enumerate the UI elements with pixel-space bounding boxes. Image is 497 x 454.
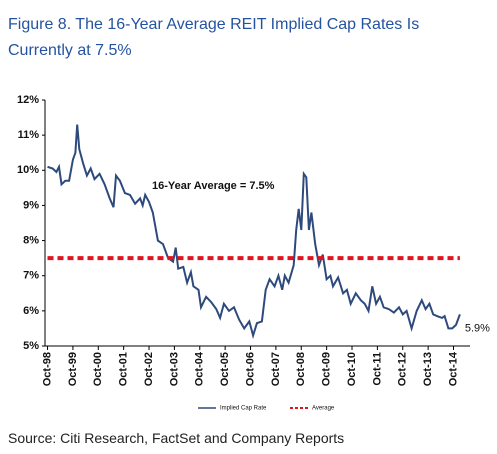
- source-note: Source: Citi Research, FactSet and Compa…: [8, 430, 345, 446]
- x-tick-label: Oct-13: [422, 352, 434, 386]
- x-tick-label: Oct-98: [41, 352, 53, 386]
- y-tick-label: 5%: [23, 340, 39, 352]
- x-tick-label: Oct-03: [168, 352, 180, 386]
- y-tick-label: 6%: [23, 305, 39, 317]
- x-tick-label: Oct-02: [143, 352, 155, 386]
- y-tick-label: 9%: [23, 199, 39, 211]
- y-tick-label: 7%: [23, 270, 39, 282]
- y-tick-label: 8%: [23, 234, 39, 246]
- series-line: [47, 124, 461, 340]
- x-tick-label: Oct-08: [295, 352, 307, 386]
- annotation: 16-Year Average = 7.5%: [152, 180, 275, 192]
- x-tick-label: Oct-11: [371, 352, 383, 386]
- y-tick-label: 12%: [17, 94, 39, 106]
- end-label: 5.9%: [465, 322, 490, 334]
- x-tick-label: Oct-01: [118, 352, 130, 386]
- x-tick-label: Oct-12: [397, 352, 409, 386]
- chart: 5% 6% 7% 8% 9% 10% 11% 12% Oct-98 Oct-99 Oct-00 Oct…: [17, 94, 490, 412]
- x-tick-label: Oct-07: [270, 352, 282, 386]
- x-tick-label: Oct-09: [321, 352, 333, 386]
- legend-label: Implied Cap Rate: [220, 406, 267, 412]
- y-tick-label: 11%: [18, 129, 40, 141]
- x-tick-label: Oct-05: [219, 352, 231, 386]
- legend-label: Average: [312, 406, 335, 412]
- x-tick-label: Oct-10: [346, 352, 358, 386]
- x-tick-label: Oct-00: [92, 352, 104, 386]
- x-tick-label: Oct-99: [67, 352, 79, 386]
- x-tick-label: Oct-06: [244, 352, 256, 386]
- x-tick-label: Oct-04: [194, 351, 206, 386]
- y-tick-label: 10%: [17, 164, 39, 176]
- chart-title: Figure 8. The 16-Year Average REIT Impli…: [8, 16, 420, 59]
- x-tick-label: Oct-14: [447, 351, 459, 386]
